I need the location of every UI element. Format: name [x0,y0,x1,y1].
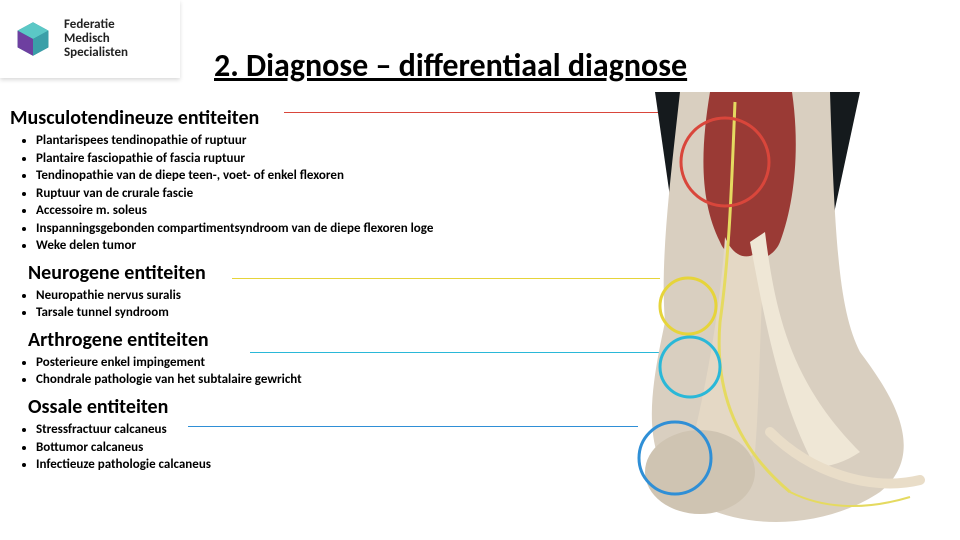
brand-logo: Federatie Medisch Specialisten [0,0,180,78]
section-ossale: Ossale entiteiten Stressfractuur calcane… [10,395,560,474]
section-title: Neurogene entiteiten [28,261,560,285]
list-item: Tendinopathie van de diepe teen-, voet- … [36,167,560,185]
list-item: Inspanningsgebonden compartimentsyndroom… [36,220,560,238]
anatomy-illustration [560,92,960,540]
list-item: Plantaire fasciopathie of fascia ruptuur [36,150,560,168]
section-neurogene: Neurogene entiteiten Neuropathie nervus … [10,261,560,322]
anatomy-svg [560,92,960,540]
section-musculotendineuze: Musculotendineuze entiteiten Plantarispe… [10,106,560,255]
list-item: Stressfractuur calcaneus [36,421,560,439]
section-arthrogene: Arthrogene entiteiten Posterieure enkel … [10,328,560,389]
brand-name: Federatie Medisch Specialisten [64,18,128,61]
section-title: Arthrogene entiteiten [28,328,560,352]
list-item: Posterieure enkel impingement [36,354,560,372]
list-item: Weke delen tumor [36,237,560,255]
section-title: Musculotendineuze entiteiten [10,106,560,130]
content-area: Musculotendineuze entiteiten Plantarispe… [10,100,560,480]
section-title: Ossale entiteiten [28,395,560,419]
list-item: Tarsale tunnel syndroom [36,304,560,322]
brand-line2: Medisch [64,32,128,46]
brand-line1: Federatie [64,18,128,32]
logo-mark-icon [12,18,54,60]
list-item: Infectieuze pathologie calcaneus [36,456,560,474]
list-item: Accessoire m. soleus [36,202,560,220]
list-item: Bottumor calcaneus [36,439,560,457]
slide-title: 2. Diagnose – differentiaal diagnose [214,46,687,85]
brand-line3: Specialisten [64,46,128,60]
list-item: Ruptuur van de crurale fascie [36,185,560,203]
list-item: Neuropathie nervus suralis [36,287,560,305]
list-item: Plantarispees tendinopathie of ruptuur [36,132,560,150]
list-item: Chondrale pathologie van het subtalaire … [36,371,560,389]
